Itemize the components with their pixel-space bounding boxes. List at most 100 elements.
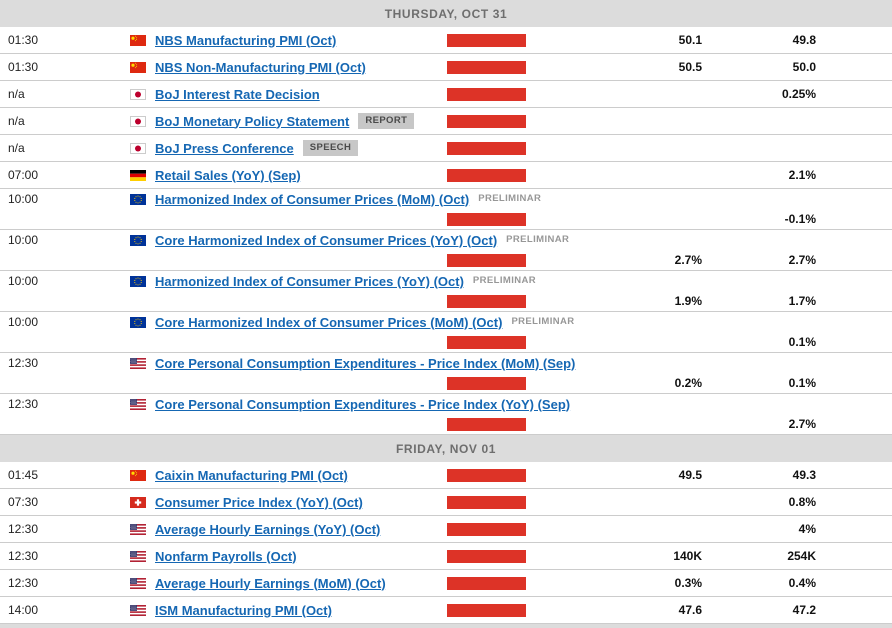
event-link[interactable]: Nonfarm Payrolls (Oct) bbox=[155, 548, 297, 564]
impact-high-bar bbox=[447, 576, 526, 590]
us-flag bbox=[130, 577, 155, 589]
us-flag bbox=[130, 398, 155, 410]
previous-value: 1.7% bbox=[788, 294, 816, 308]
previous-value: 2.7% bbox=[788, 417, 816, 431]
event-time: 01:30 bbox=[8, 33, 39, 47]
impact-high-bar bbox=[447, 60, 526, 74]
japan-flag bbox=[130, 142, 155, 154]
forecast-value: 49.5 bbox=[678, 468, 702, 482]
event-link[interactable]: Retail Sales (YoY) (Sep) bbox=[155, 167, 301, 183]
impact-cell bbox=[447, 495, 530, 509]
event-time: 12:30 bbox=[8, 576, 39, 590]
event-link[interactable]: Harmonized Index of Consumer Prices (YoY… bbox=[155, 273, 464, 289]
event-cell: Consumer Price Index (YoY) (Oct) bbox=[155, 495, 447, 510]
event-row: n/a BoJ Press Conference SPEECH bbox=[0, 135, 892, 162]
event-time: 12:30 bbox=[8, 549, 39, 563]
event-link[interactable]: NBS Manufacturing PMI (Oct) bbox=[155, 32, 337, 48]
event-link[interactable]: BoJ Press Conference bbox=[155, 140, 294, 156]
event-row: 10:00 Harmonized Index of Consumer Price… bbox=[0, 271, 892, 312]
us-flag bbox=[130, 604, 155, 616]
event-row: 14:00 ISM Manufacturing PMI (Oct) 47.6 4… bbox=[0, 597, 892, 624]
germany-flag bbox=[130, 169, 155, 181]
impact-high-bar bbox=[447, 603, 526, 617]
event-cell: ISM Manufacturing PMI (Oct) bbox=[155, 603, 447, 618]
impact-cell bbox=[447, 376, 530, 390]
previous-value: 0.1% bbox=[788, 335, 816, 349]
event-link[interactable]: Core Harmonized Index of Consumer Prices… bbox=[155, 314, 503, 330]
event-row: n/a BoJ Monetary Policy Statement REPORT bbox=[0, 108, 892, 135]
impact-cell bbox=[447, 576, 530, 590]
impact-cell bbox=[447, 33, 530, 47]
event-cell: Nonfarm Payrolls (Oct) bbox=[155, 549, 447, 564]
event-cell: BoJ Interest Rate Decision bbox=[155, 87, 447, 102]
impact-cell bbox=[447, 468, 530, 482]
previous-value: 0.4% bbox=[788, 576, 816, 590]
event-link[interactable]: BoJ Monetary Policy Statement bbox=[155, 113, 350, 129]
impact-high-bar bbox=[447, 168, 526, 182]
china-flag bbox=[130, 61, 155, 73]
impact-cell bbox=[447, 417, 530, 431]
eu-flag bbox=[130, 193, 155, 205]
impact-high-bar bbox=[447, 468, 526, 482]
event-link[interactable]: ISM Manufacturing PMI (Oct) bbox=[155, 602, 332, 618]
next-section-header-partial bbox=[0, 624, 892, 628]
event-cell: Core Personal Consumption Expenditures -… bbox=[155, 397, 816, 412]
event-link[interactable]: Average Hourly Earnings (YoY) (Oct) bbox=[155, 521, 381, 537]
japan-flag bbox=[130, 88, 155, 100]
event-cell: Average Hourly Earnings (YoY) (Oct) bbox=[155, 522, 447, 537]
event-time: 10:00 bbox=[8, 274, 39, 288]
eu-flag bbox=[130, 316, 155, 328]
event-time: 10:00 bbox=[8, 233, 39, 247]
event-row: 12:30 Average Hourly Earnings (MoM) (Oct… bbox=[0, 570, 892, 597]
event-link[interactable]: Core Harmonized Index of Consumer Prices… bbox=[155, 232, 498, 248]
impact-high-bar bbox=[447, 522, 526, 536]
impact-high-bar bbox=[447, 495, 526, 509]
impact-high-bar bbox=[447, 114, 526, 128]
event-link[interactable]: Core Personal Consumption Expenditures -… bbox=[155, 396, 571, 412]
event-row: 01:45 Caixin Manufacturing PMI (Oct) 49.… bbox=[0, 462, 892, 489]
event-link[interactable]: Caixin Manufacturing PMI (Oct) bbox=[155, 467, 348, 483]
event-time: 07:00 bbox=[8, 168, 39, 182]
event-time: 01:30 bbox=[8, 60, 39, 74]
event-row: 12:30 Average Hourly Earnings (YoY) (Oct… bbox=[0, 516, 892, 543]
impact-high-bar bbox=[447, 376, 526, 390]
impact-cell bbox=[447, 294, 530, 308]
event-row: n/a BoJ Interest Rate Decision 0.25% bbox=[0, 81, 892, 108]
impact-cell bbox=[447, 87, 530, 101]
event-row: 10:00 Core Harmonized Index of Consumer … bbox=[0, 312, 892, 353]
previous-value: 254K bbox=[787, 549, 816, 563]
event-cell: Core Personal Consumption Expenditures -… bbox=[155, 356, 816, 371]
impact-high-bar bbox=[447, 253, 526, 267]
impact-cell bbox=[447, 603, 530, 617]
event-badge: PRELIMINAR bbox=[506, 234, 570, 246]
impact-high-bar bbox=[447, 33, 526, 47]
event-link[interactable]: Harmonized Index of Consumer Prices (MoM… bbox=[155, 191, 470, 207]
event-row: 07:30 Consumer Price Index (YoY) (Oct) 0… bbox=[0, 489, 892, 516]
event-row: 12:30 Nonfarm Payrolls (Oct) 140K 254K bbox=[0, 543, 892, 570]
event-time: 10:00 bbox=[8, 315, 39, 329]
event-time: 12:30 bbox=[8, 397, 39, 411]
date-section-header: THURSDAY, OCT 31 bbox=[0, 0, 892, 27]
forecast-value: 50.1 bbox=[678, 33, 702, 47]
event-link[interactable]: BoJ Interest Rate Decision bbox=[155, 86, 320, 102]
event-link[interactable]: Consumer Price Index (YoY) (Oct) bbox=[155, 494, 363, 510]
event-row: 12:30 Core Personal Consumption Expendit… bbox=[0, 353, 892, 394]
us-flag bbox=[130, 523, 155, 535]
previous-value: -0.1% bbox=[784, 212, 816, 226]
event-row: 10:00 Core Harmonized Index of Consumer … bbox=[0, 230, 892, 271]
event-badge: PRELIMINAR bbox=[478, 193, 542, 205]
event-link[interactable]: NBS Non-Manufacturing PMI (Oct) bbox=[155, 59, 366, 75]
impact-high-bar bbox=[447, 294, 526, 308]
forecast-value: 0.3% bbox=[674, 576, 702, 590]
previous-value: 2.7% bbox=[788, 253, 816, 267]
previous-value: 0.1% bbox=[788, 376, 816, 390]
previous-value: 4% bbox=[798, 522, 816, 536]
event-cell: Caixin Manufacturing PMI (Oct) bbox=[155, 468, 447, 483]
eu-flag bbox=[130, 275, 155, 287]
event-link[interactable]: Average Hourly Earnings (MoM) (Oct) bbox=[155, 575, 386, 591]
event-link[interactable]: Core Personal Consumption Expenditures -… bbox=[155, 355, 576, 371]
event-time: 12:30 bbox=[8, 522, 39, 536]
impact-cell bbox=[447, 168, 530, 182]
event-cell: Harmonized Index of Consumer Prices (MoM… bbox=[155, 192, 816, 207]
